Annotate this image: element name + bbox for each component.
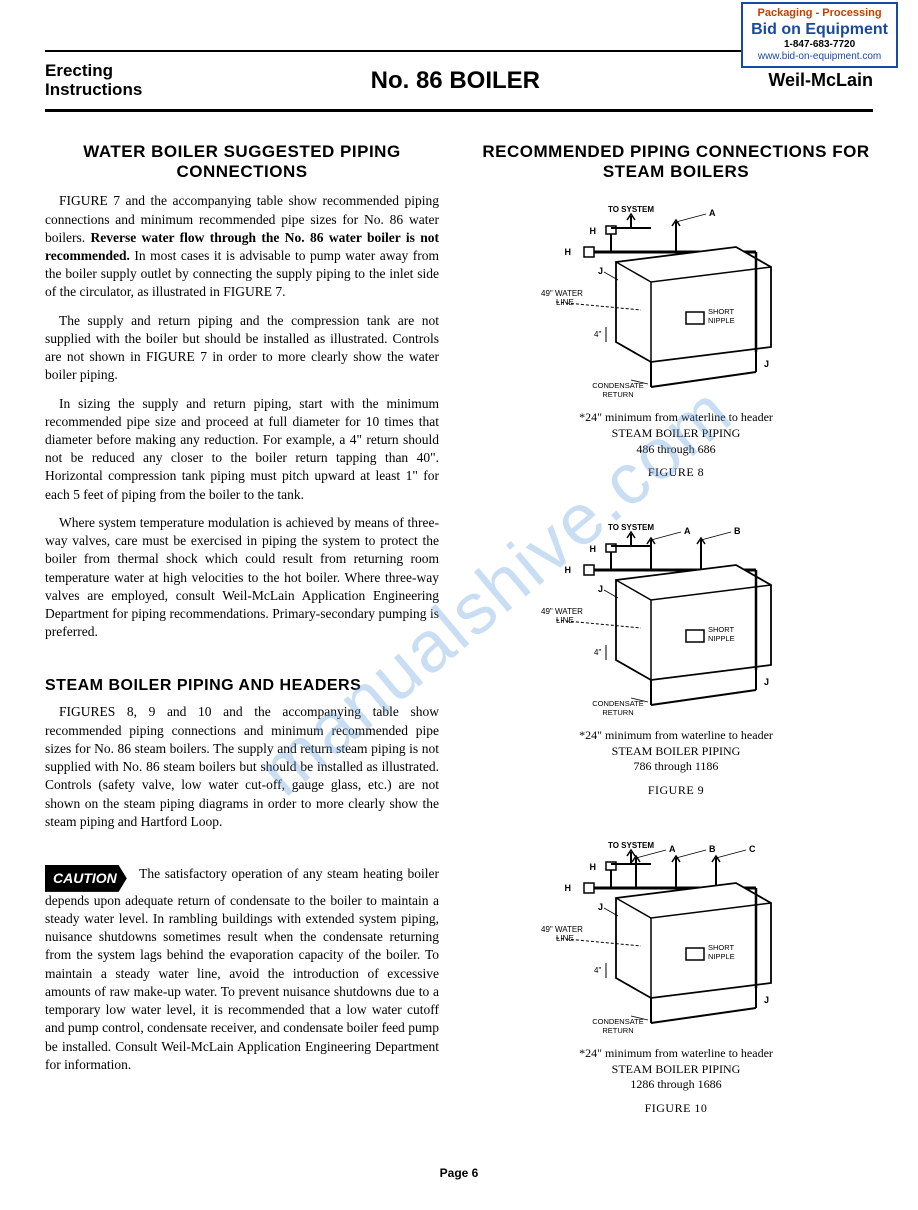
figure-caption: *24" minimum from waterline to header ST… [479, 410, 873, 457]
figure-label: FIGURE 9 [479, 783, 873, 798]
svg-text:RETURN: RETURN [602, 390, 633, 399]
svg-text:4": 4" [594, 648, 601, 657]
steam-boiler-title: STEAM BOILER PIPING AND HEADERS [45, 677, 439, 695]
svg-text:H: H [590, 544, 597, 554]
svg-text:SHORT: SHORT [708, 625, 735, 634]
svg-text:B: B [734, 526, 741, 536]
boiler-diagram: H H TO SYSTEM A B C 49" WATER [536, 828, 816, 1038]
svg-text:J: J [598, 266, 603, 276]
svg-text:TO SYSTEM: TO SYSTEM [608, 205, 654, 214]
paragraph-1: FIGURE 7 and the accompanying table show… [45, 192, 439, 301]
vendor-stamp: Packaging - Processing Bid on Equipment … [741, 2, 898, 68]
svg-text:H: H [590, 862, 597, 872]
paragraph-3: In sizing the supply and return piping, … [45, 395, 439, 504]
svg-text:H: H [565, 883, 572, 893]
recommended-piping-title: RECOMMENDED PIPING CONNECTIONS FOR STEAM… [479, 142, 873, 182]
figure-block-8: H H TO SYSTEM A 49" WATER LINE J SHORT N… [479, 192, 873, 480]
caution-block: CAUTION The satisfactory operation of an… [45, 865, 439, 1074]
figure-block-10: H H TO SYSTEM A B C 49" WATER [479, 828, 873, 1116]
boiler-diagram: H H TO SYSTEM A B 49" WATER LINE J [536, 510, 816, 720]
svg-text:J: J [764, 995, 769, 1005]
svg-text:J: J [764, 359, 769, 369]
svg-text:A: A [669, 844, 676, 854]
svg-text:SHORT: SHORT [708, 307, 735, 316]
boiler-diagram: H H TO SYSTEM A 49" WATER LINE J SHORT N… [536, 192, 816, 402]
svg-text:H: H [565, 565, 572, 575]
svg-text:A: A [684, 526, 691, 536]
water-boiler-title: WATER BOILER SUGGESTED PIPING CONNECTION… [45, 142, 439, 182]
paragraph-5: FIGURES 8, 9 and 10 and the accompanying… [45, 703, 439, 831]
figure-caption: *24" minimum from waterline to header ST… [479, 728, 873, 775]
svg-text:NIPPLE: NIPPLE [708, 952, 735, 961]
svg-text:4": 4" [594, 330, 601, 339]
svg-text:LINE: LINE [556, 616, 574, 625]
svg-text:LINE: LINE [556, 934, 574, 943]
caution-label: CAUTION [45, 865, 127, 892]
svg-text:C: C [749, 844, 756, 854]
svg-text:RETURN: RETURN [602, 708, 633, 717]
svg-text:NIPPLE: NIPPLE [708, 316, 735, 325]
figure-caption: *24" minimum from waterline to header ST… [479, 1046, 873, 1093]
svg-text:H: H [590, 226, 597, 236]
right-column: RECOMMENDED PIPING CONNECTIONS FOR STEAM… [479, 142, 873, 1145]
svg-text:J: J [764, 677, 769, 687]
svg-text:NIPPLE: NIPPLE [708, 634, 735, 643]
stamp-line1: Packaging - Processing [751, 7, 888, 20]
header-rule-bottom [45, 109, 873, 112]
svg-text:49" WATER: 49" WATER [541, 607, 583, 616]
svg-text:RETURN: RETURN [602, 1026, 633, 1035]
page-number: Page 6 [45, 1166, 873, 1180]
svg-text:TO SYSTEM: TO SYSTEM [608, 841, 654, 850]
svg-text:A: A [709, 208, 716, 218]
svg-text:4": 4" [594, 966, 601, 975]
header-left-line2: Instructions [45, 80, 142, 99]
paragraph-2: The supply and return piping and the com… [45, 312, 439, 385]
svg-text:49" WATER: 49" WATER [541, 925, 583, 934]
svg-text:J: J [598, 902, 603, 912]
svg-text:CONDENSATE: CONDENSATE [592, 381, 644, 390]
figure-block-9: H H TO SYSTEM A B 49" WATER LINE J [479, 510, 873, 798]
svg-text:TO SYSTEM: TO SYSTEM [608, 523, 654, 532]
stamp-line2: Bid on Equipment [751, 20, 888, 39]
header-left-line1: Erecting [45, 61, 113, 80]
svg-text:CONDENSATE: CONDENSATE [592, 699, 644, 708]
caution-text: The satisfactory operation of any steam … [45, 866, 439, 1072]
header-title: No. 86 BOILER [142, 67, 768, 95]
svg-text:49" WATER: 49" WATER [541, 289, 583, 298]
svg-text:CONDENSATE: CONDENSATE [592, 1017, 644, 1026]
header-brand: Weil-McLain [768, 70, 873, 91]
svg-text:B: B [709, 844, 716, 854]
header-left: Erecting Instructions [45, 62, 142, 99]
svg-text:J: J [598, 584, 603, 594]
svg-text:H: H [565, 247, 572, 257]
svg-text:LINE: LINE [556, 298, 574, 307]
left-column: WATER BOILER SUGGESTED PIPING CONNECTION… [45, 142, 439, 1145]
figure-label: FIGURE 8 [479, 465, 873, 480]
svg-text:SHORT: SHORT [708, 943, 735, 952]
stamp-line4: www.bid-on-equipment.com [751, 51, 888, 63]
stamp-line3: 1-847-683-7720 [751, 39, 888, 51]
paragraph-4: Where system temperature modulation is a… [45, 514, 439, 642]
figure-label: FIGURE 10 [479, 1101, 873, 1116]
